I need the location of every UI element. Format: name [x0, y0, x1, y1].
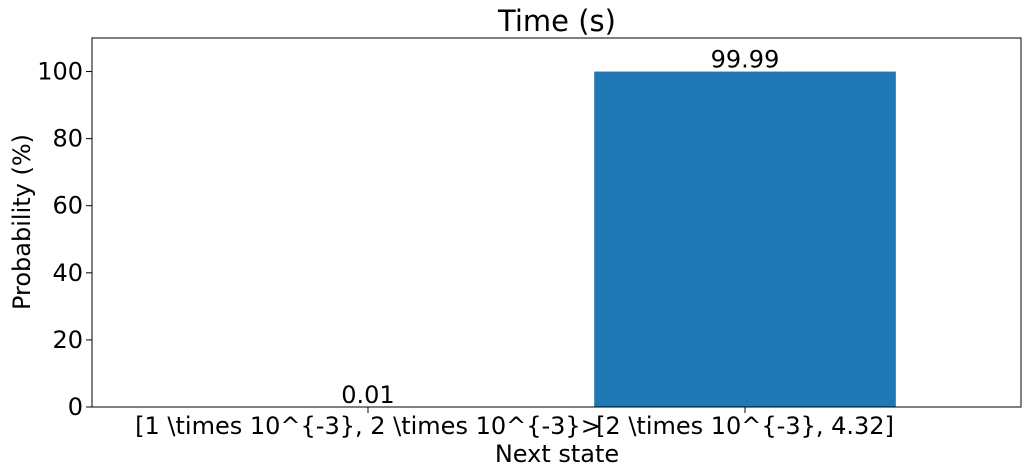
x-axis: [1 \times 10^{-3}, 2 \times 10^{-3}>[2 \…	[135, 407, 894, 440]
y-tick-label: 80	[52, 125, 83, 153]
y-tick-label: 40	[52, 259, 83, 287]
bar-value-label: 0.01	[341, 381, 394, 409]
bar	[594, 71, 896, 407]
bars-group	[217, 71, 896, 407]
bar-value-label: 99.99	[711, 46, 780, 74]
x-tick-label: [1 \times 10^{-3}, 2 \times 10^{-3}>	[135, 412, 601, 440]
data-labels-group: 0.01 99.99	[341, 46, 779, 409]
y-tick-label: 60	[52, 192, 83, 220]
y-axis-label: Probability (%)	[8, 134, 36, 310]
chart-title: Time (s)	[497, 4, 616, 38]
x-axis-label: Next state	[495, 440, 619, 468]
x-tick-label: [2 \times 10^{-3}, 4.32]	[596, 412, 894, 440]
y-tick-label: 100	[37, 58, 83, 86]
y-tick-label: 0	[68, 393, 83, 421]
y-axis: 0 20 40 60 80 100	[37, 58, 92, 421]
y-tick-label: 20	[52, 326, 83, 354]
plot-frame	[91, 37, 1022, 408]
